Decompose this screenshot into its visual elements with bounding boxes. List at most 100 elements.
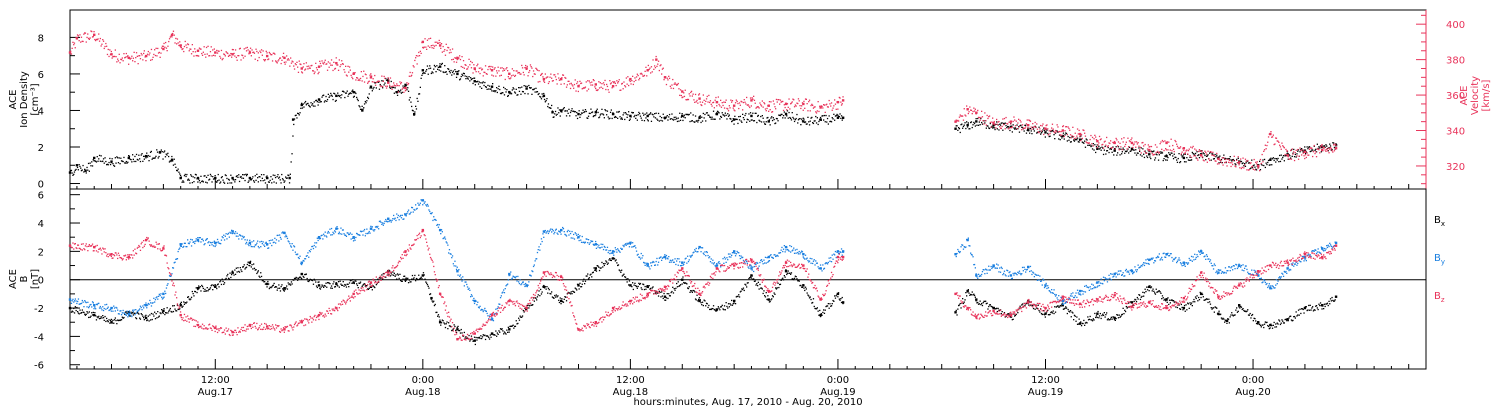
field-By-point — [214, 241, 217, 245]
field-By-point — [1165, 252, 1168, 256]
field-Bz-point — [162, 247, 165, 250]
x-tick-date: Aug.18 — [613, 387, 648, 398]
field-Bz-point — [629, 299, 632, 303]
velocity-point — [655, 58, 658, 61]
density-point — [317, 98, 321, 101]
field-By-point — [646, 264, 649, 267]
field-Bz-point — [1303, 252, 1307, 256]
field-Bx-point — [1096, 312, 1099, 315]
field-Bz-point — [715, 267, 719, 270]
field-By-point — [162, 292, 165, 296]
density-point — [698, 116, 701, 119]
density-point — [784, 112, 788, 116]
velocity-point — [421, 40, 425, 44]
density-series — [68, 62, 1338, 184]
field-Bz-point — [300, 321, 303, 324]
field-Bz-point — [1113, 294, 1116, 297]
field-Bz-point — [1096, 298, 1099, 301]
density-point — [594, 111, 597, 114]
velocity-point — [954, 120, 957, 123]
field-Bx-point — [1269, 323, 1272, 327]
velocity-point — [170, 33, 174, 37]
field-Bx-point — [387, 270, 390, 273]
field-Bx-point — [1238, 304, 1241, 307]
velocity-point — [1148, 148, 1151, 152]
field-Bz-point — [732, 264, 736, 267]
field-By-point — [767, 255, 770, 259]
velocity-point — [1286, 154, 1289, 157]
density-point — [179, 176, 182, 180]
density-axis-label: ACE Ion Density [cm⁻³] — [8, 71, 41, 128]
density-point — [490, 85, 494, 88]
field-Bz-point — [508, 299, 511, 303]
x-tick-time: 0:00 — [1242, 375, 1264, 386]
density-tick-label: 4 — [38, 106, 44, 117]
field-Bz-point — [750, 258, 753, 262]
field-Bx-point — [1009, 315, 1013, 318]
field-Bx-point — [975, 298, 978, 301]
velocity-point — [715, 100, 719, 104]
density-point — [144, 154, 148, 158]
density-point — [127, 156, 131, 160]
field-By-point — [841, 250, 845, 253]
field-Bz-point — [404, 250, 407, 253]
density-point — [629, 114, 632, 118]
density-point — [1078, 138, 1082, 141]
field-Bx-point — [196, 287, 200, 290]
field-Bz-point — [490, 313, 494, 317]
field-By-point — [231, 230, 234, 233]
density-point — [404, 83, 407, 87]
velocity-point — [369, 76, 373, 79]
field-By-point — [1321, 247, 1324, 250]
velocity-point — [490, 69, 494, 72]
field-By-point — [144, 304, 148, 307]
field-Bz-point — [1165, 306, 1168, 310]
density-point — [1096, 147, 1099, 151]
field-Bx-point — [715, 308, 719, 311]
field-By-point — [1148, 258, 1151, 262]
field-tick-label: 6 — [38, 191, 44, 202]
density-point — [611, 112, 615, 116]
velocity-axis-label: ACE Velocity [km/s] — [1459, 76, 1492, 115]
field-Bz-point — [283, 328, 286, 331]
field-series-By — [68, 199, 1338, 322]
field-tick-label: 2 — [38, 247, 44, 258]
field-Bx-point — [438, 321, 442, 324]
field-Bz-point — [954, 292, 957, 296]
x-tick-date: Aug.17 — [198, 387, 233, 398]
legend-label-Bx: Bx — [1434, 215, 1445, 228]
bottom-data-series — [68, 199, 1338, 346]
field-tick-label: -2 — [34, 304, 44, 315]
field-By-point — [975, 274, 978, 277]
field-Bz-point — [1199, 271, 1203, 274]
field-Bx-point — [819, 313, 822, 317]
field-By-point — [196, 238, 200, 242]
field-Bz-point — [231, 330, 234, 334]
field-tick-label: -4 — [34, 332, 44, 343]
density-tick-label: 2 — [38, 143, 44, 154]
field-Bx-point — [1217, 312, 1220, 315]
axis-label-line: ACE — [8, 269, 19, 289]
velocity-point — [732, 104, 736, 107]
density-point — [1165, 154, 1168, 158]
field-Bz-point — [369, 281, 373, 284]
density-tick-label: 0 — [38, 180, 44, 191]
velocity-point — [611, 85, 615, 88]
x-tick-date: Aug.19 — [820, 387, 855, 398]
density-point — [802, 120, 805, 123]
density-point — [836, 116, 840, 119]
field-By-point — [1061, 299, 1064, 303]
velocity-point — [68, 51, 72, 54]
x-tick-date: Aug.19 — [1028, 387, 1063, 398]
field-By-point — [127, 312, 131, 315]
field-Bz-point — [1078, 302, 1082, 306]
field-Bx-point — [841, 301, 845, 304]
field-Bz-point — [1321, 255, 1324, 259]
density-point — [473, 80, 476, 83]
field-Bz-point — [214, 326, 217, 330]
field-Bx-point — [1165, 298, 1168, 301]
field-Bz-point — [611, 306, 615, 310]
axis-label-line: [km/s] — [1481, 79, 1492, 111]
field-Bz-point — [1130, 305, 1134, 308]
velocity-point — [352, 72, 355, 76]
